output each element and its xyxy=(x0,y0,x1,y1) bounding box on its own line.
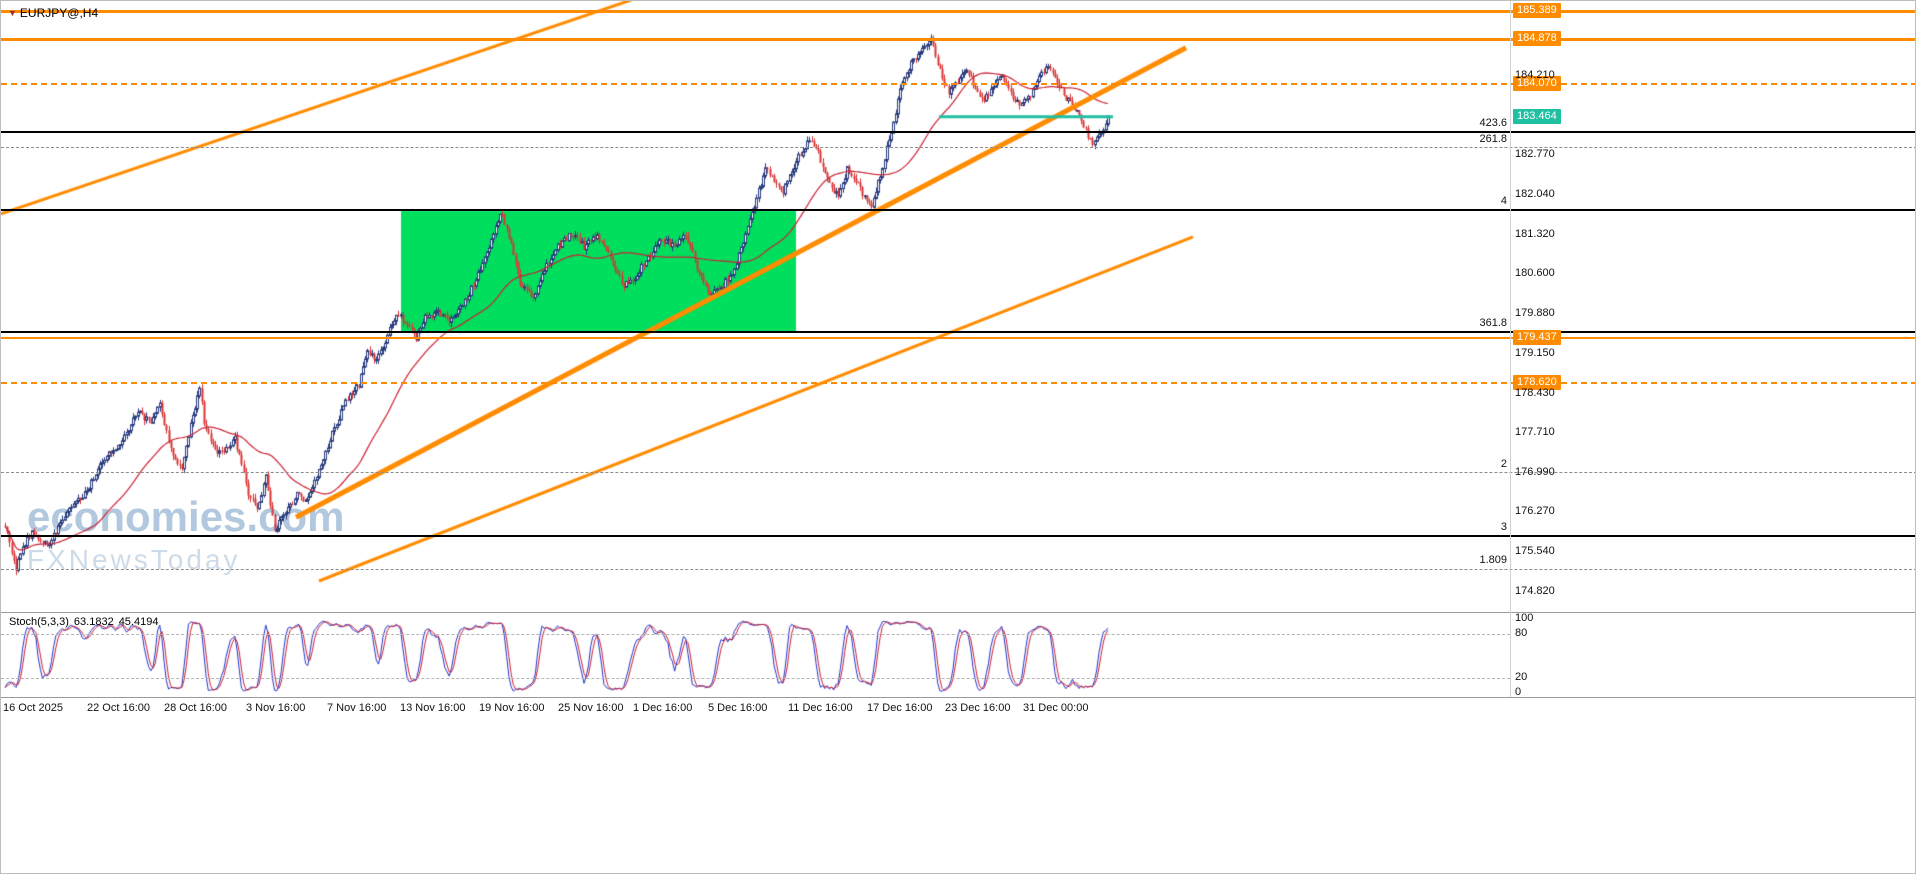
stochastic-indicator-label: Stoch(5,3,3) 63.1832 45.4194 xyxy=(9,616,158,628)
chart-marker-icon: ▼ xyxy=(8,8,17,18)
stochastic-name: Stoch(5,3,3) xyxy=(9,616,69,628)
stochastic-k-value: 63.1832 xyxy=(73,616,114,628)
symbol-timeframe-label: ▼ EURJPY@,H4 xyxy=(8,6,98,20)
symbol-text: EURJPY@,H4 xyxy=(19,6,99,20)
stochastic-d-value: 45.4194 xyxy=(118,616,159,628)
